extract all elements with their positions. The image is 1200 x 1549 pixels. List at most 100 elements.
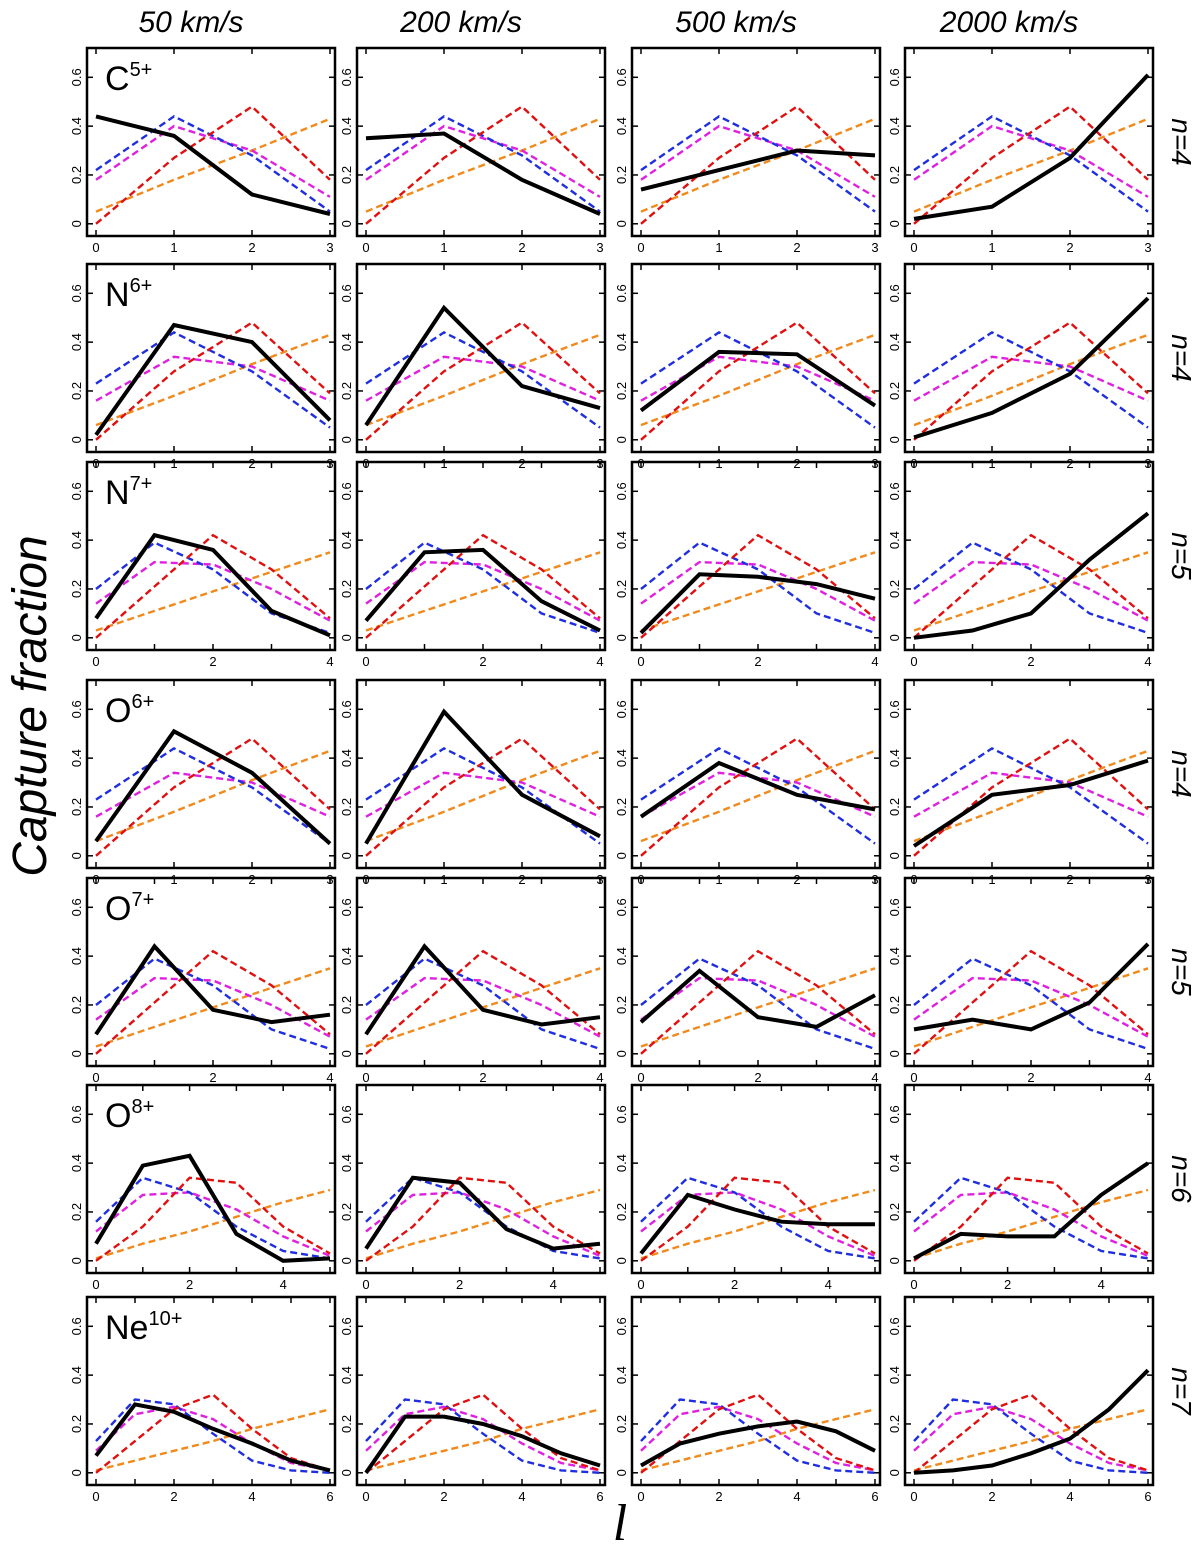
panel: 0 0.2 0.4 0.6 0 2 4 6 bbox=[887, 1295, 1155, 1504]
series-red-line bbox=[640, 1393, 876, 1474]
panel: 0 0.2 0.4 0.6 0 2 4 6 bbox=[614, 1295, 882, 1504]
y-tick-label: 0.2 bbox=[614, 382, 629, 400]
x-tick-label: 6 bbox=[871, 1489, 878, 1504]
y-tick-label: 0.6 bbox=[887, 482, 902, 500]
y-tick-label: 0 bbox=[69, 436, 84, 443]
y-tick-label: 0 bbox=[339, 634, 354, 641]
x-tick-label: 0 bbox=[92, 1070, 99, 1085]
y-tick-label: 0 bbox=[69, 220, 84, 227]
series-red-line bbox=[365, 949, 601, 1055]
y-tick-label: 0.6 bbox=[339, 700, 354, 718]
series-blue-line bbox=[913, 541, 1149, 635]
x-tick-label: 2 bbox=[440, 1489, 447, 1504]
row-n-label: n=4 bbox=[1166, 334, 1197, 382]
y-tick-label: 0.2 bbox=[887, 1415, 902, 1433]
y-tick-label: 0 bbox=[614, 1469, 629, 1476]
panel-frame bbox=[355, 460, 607, 652]
series-blue-line bbox=[365, 1176, 601, 1260]
series-blue-line bbox=[365, 541, 601, 635]
y-tick-label: 0.4 bbox=[887, 531, 902, 549]
ion-label: O8+ bbox=[105, 1096, 154, 1135]
x-tick-label: 2 bbox=[1027, 1070, 1034, 1085]
ion-charge: 5+ bbox=[130, 59, 153, 81]
panel-frame bbox=[903, 460, 1155, 652]
series-black-line bbox=[94, 532, 331, 638]
x-tick-label: 0 bbox=[637, 1070, 644, 1085]
series-magenta-line bbox=[95, 124, 331, 198]
x-tick-label: 1 bbox=[715, 240, 722, 255]
x-tick-label: 0 bbox=[362, 1070, 369, 1085]
panel-frame bbox=[630, 46, 882, 238]
y-tick-label: 0.6 bbox=[339, 898, 354, 916]
x-tick-label: 3 bbox=[596, 240, 603, 255]
series-black-line bbox=[364, 1175, 601, 1251]
series-black-line bbox=[94, 322, 332, 437]
y-tick-label: 0.4 bbox=[339, 749, 354, 767]
panels: 0 0.2 0.4 0.6 0 1 2 3 C5+ 0 0.2 0.4 0.6 0 1 2 3 0 0.2 0.4 0.… bbox=[69, 46, 1155, 1504]
x-axis-label: l bbox=[613, 1495, 627, 1549]
x-tick-label: 2 bbox=[1066, 240, 1073, 255]
x-tick-label: 2 bbox=[209, 654, 216, 669]
y-tick-label: 0.2 bbox=[887, 580, 902, 598]
series-red-line bbox=[95, 949, 331, 1055]
ion-symbol: O bbox=[105, 1097, 131, 1135]
x-tick-label: 2 bbox=[479, 654, 486, 669]
x-tick-label: 4 bbox=[871, 654, 878, 669]
y-tick-label: 0 bbox=[339, 1257, 354, 1264]
panel-frame bbox=[355, 1295, 607, 1487]
panel: 00.20.40.60123N6+ bbox=[69, 262, 337, 471]
y-tick-label: 0.6 bbox=[339, 1105, 354, 1123]
y-tick-label: 0.4 bbox=[887, 749, 902, 767]
ion-charge: 7+ bbox=[131, 889, 154, 911]
panel: 00.20.40.60123O6+ bbox=[69, 678, 337, 887]
series-blue-line bbox=[640, 1176, 876, 1260]
series-black-line bbox=[94, 943, 331, 1036]
y-tick-label: 0.4 bbox=[614, 1366, 629, 1384]
ion-symbol: C bbox=[105, 60, 130, 98]
series-orange-line bbox=[913, 551, 1149, 632]
y-tick-label: 0.4 bbox=[69, 1154, 84, 1172]
y-tick-label: 0.6 bbox=[887, 284, 902, 302]
ion-symbol: N bbox=[105, 474, 130, 512]
x-tick-label: 6 bbox=[1144, 1489, 1151, 1504]
x-tick-label: 2 bbox=[754, 1070, 761, 1085]
y-tick-label: 0.6 bbox=[69, 482, 84, 500]
series-magenta-line bbox=[95, 1405, 331, 1472]
series-black-line bbox=[639, 572, 876, 635]
panel: 0 0.2 0.4 0.6 0 2 4 bbox=[339, 460, 607, 669]
series-blue-line bbox=[640, 1398, 876, 1474]
x-tick-label: 4 bbox=[1098, 1277, 1105, 1292]
y-tick-label: 0.6 bbox=[614, 700, 629, 718]
series-magenta-line bbox=[913, 976, 1149, 1038]
series-magenta-line bbox=[365, 355, 601, 402]
series-magenta-line bbox=[365, 976, 601, 1038]
y-tick-label: 0.6 bbox=[614, 68, 629, 86]
x-tick-label: 2 bbox=[456, 1277, 463, 1292]
panel: 0 0.2 0.4 0.6 0 2 4 bbox=[339, 1083, 607, 1292]
y-tick-label: 0.2 bbox=[614, 166, 629, 184]
y-tick-label: 0 bbox=[339, 436, 354, 443]
panel-frame bbox=[903, 678, 1155, 870]
x-tick-label: 0 bbox=[910, 240, 917, 255]
column-title: 50 km/s bbox=[138, 6, 243, 39]
y-tick-label: 0.6 bbox=[69, 68, 84, 86]
y-tick-label: 0.2 bbox=[614, 580, 629, 598]
series-black-line bbox=[913, 942, 1150, 1032]
series-magenta-line bbox=[913, 1191, 1149, 1258]
column-title: 200 km/s bbox=[399, 6, 522, 39]
panel-frame bbox=[903, 46, 1155, 238]
column-title: 2000 km/s bbox=[939, 6, 1078, 39]
ion-label: C5+ bbox=[105, 59, 152, 98]
y-tick-label: 0.4 bbox=[339, 531, 354, 549]
series-orange-line bbox=[640, 749, 876, 843]
panel-frame bbox=[355, 1083, 607, 1275]
y-tick-label: 0.4 bbox=[69, 947, 84, 965]
y-tick-label: 0.4 bbox=[887, 333, 902, 351]
y-tick-label: 0.2 bbox=[339, 1203, 354, 1221]
series-magenta-line bbox=[913, 1405, 1149, 1472]
row-labels: n=4 n=4 n=5 n=4 n=5 n=6 n=7 bbox=[1166, 118, 1197, 1416]
x-tick-label: 0 bbox=[637, 1277, 644, 1292]
y-tick-label: 0.4 bbox=[614, 117, 629, 135]
